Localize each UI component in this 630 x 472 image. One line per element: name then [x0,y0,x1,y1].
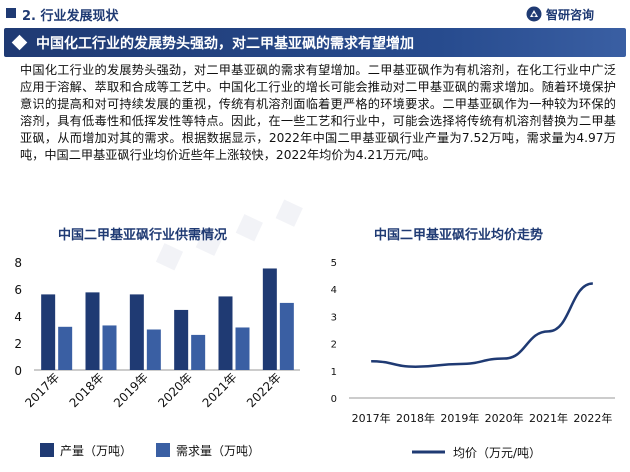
bar [85,292,100,370]
x-tick-label: 2020年 [155,370,195,410]
x-tick-label: 2022年 [573,411,612,425]
y-tick-label: 4 [331,285,337,296]
legend-label: 需求量（万吨） [176,444,260,458]
page-title: 中国化工行业的发展势头强劲，对二甲基亚砜的需求有望增加 [36,36,414,52]
series-line [371,282,594,368]
body-paragraph: 中国化工行业的发展势头强劲，对二甲基亚砜的需求有望增加。二甲基亚砜作为有机溶剂，… [20,63,616,162]
title-bar: 中国化工行业的发展势头强劲，对二甲基亚砜的需求有望增加 [4,28,626,57]
x-tick-label: 2017年 [22,370,62,410]
bar [218,296,233,370]
y-tick-label: 6 [14,283,22,297]
y-tick-label: 1 [331,367,337,378]
x-tick-label: 2019年 [440,411,479,425]
supply-demand-bar-chart: 0 2 4 6 8 2017年 2018年 2019年 2020年 2021年 2022年产量（万吨… [14,256,300,458]
bar [174,309,189,370]
x-tick-label: 2018年 [396,411,435,425]
y-tick-label: 2 [331,340,337,351]
brand-logo-icon [526,6,542,22]
brand-name: 智研咨询 [546,8,595,22]
bar-chart-title: 中国二甲基亚砜行业供需情况 [58,228,228,243]
section-square-icon [6,8,16,18]
legend-label: 产量（万吨） [60,444,132,458]
bar [41,294,56,370]
y-tick-label: 2 [14,337,22,351]
y-tick-label: 4 [14,310,22,324]
x-tick-label: 2019年 [111,370,151,410]
y-tick-label: 0 [14,364,22,378]
bar [262,268,277,370]
legend-swatch [156,443,170,457]
bar [279,302,294,370]
x-tick-label: 2018年 [67,370,107,410]
line-chart-title: 中国二甲基亚砜行业均价走势 [374,228,544,243]
bar [235,327,250,370]
x-tick-label: 2021年 [200,370,240,410]
y-tick-label: 8 [14,256,22,270]
bar [129,294,144,370]
section-label: 2. 行业发展现状 [22,9,119,24]
bar [102,325,117,370]
bar [146,329,161,370]
title-diamond-icon [11,34,28,51]
bar [191,334,206,370]
y-tick-label: 3 [331,312,337,323]
x-tick-label: 2020年 [485,411,524,425]
top-bar: 2. 行业发展现状 智研咨询 [0,0,630,28]
x-tick-label: 2017年 [352,411,391,425]
legend-swatch [40,443,54,457]
x-tick-label: 2022年 [244,370,284,410]
legend-label: 均价（万元/吨） [453,446,541,460]
y-tick-label: 0 [331,394,337,405]
x-tick-label: 2021年 [529,411,568,425]
y-tick-label: 5 [331,258,337,269]
price-line-chart: 0 1 2 3 4 5 2017年 2018年 2019年 2020年 2021年 2022年均价（万… [331,258,615,460]
bar [58,326,73,370]
